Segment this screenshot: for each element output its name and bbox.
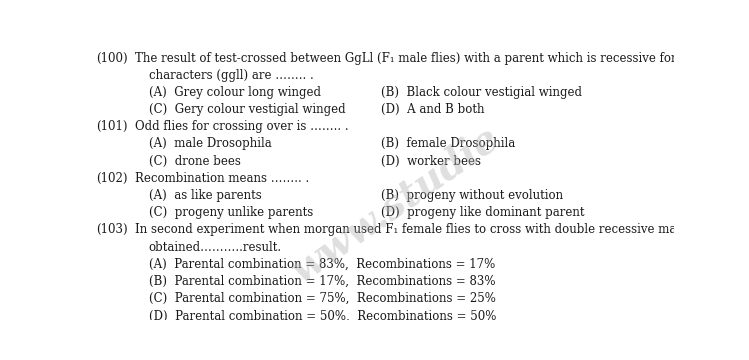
- Text: www.studie: www.studie: [285, 118, 506, 290]
- Text: (B)  female Drosophila: (B) female Drosophila: [381, 138, 515, 150]
- Text: (A)  Parental combination = 83%,  Recombinations = 17%: (A) Parental combination = 83%, Recombin…: [149, 258, 495, 271]
- Text: (B)  progeny without evolution: (B) progeny without evolution: [381, 189, 563, 202]
- Text: (102): (102): [97, 172, 128, 185]
- Text: characters (ggll) are …….. .: characters (ggll) are …….. .: [149, 69, 314, 82]
- Text: (C)  progeny unlike parents: (C) progeny unlike parents: [149, 206, 313, 219]
- Text: In second experiment when morgan used F₁ female flies to cross with double reces: In second experiment when morgan used F₁…: [136, 224, 738, 237]
- Text: (D)  A and B both: (D) A and B both: [381, 103, 485, 116]
- Text: (A)  male Drosophila: (A) male Drosophila: [149, 138, 272, 150]
- Text: (D)  worker bees: (D) worker bees: [381, 155, 481, 168]
- Text: Odd flies for crossing over is …….. .: Odd flies for crossing over is …….. .: [136, 120, 349, 133]
- Text: The result of test-crossed between GgLl (F₁ male flies) with a parent which is r: The result of test-crossed between GgLl …: [136, 51, 730, 64]
- Text: (D)  progeny like dominant parent: (D) progeny like dominant parent: [381, 206, 584, 219]
- Text: (B)  Black colour vestigial winged: (B) Black colour vestigial winged: [381, 86, 582, 99]
- Text: (B)  Parental combination = 17%,  Recombinations = 83%: (B) Parental combination = 17%, Recombin…: [149, 275, 495, 288]
- Text: (A)  Grey colour long winged: (A) Grey colour long winged: [149, 86, 321, 99]
- Text: (D)  Parental combination = 50%,  Recombinations = 50%: (D) Parental combination = 50%, Recombin…: [149, 309, 496, 322]
- Text: (101): (101): [97, 120, 128, 133]
- Text: (103): (103): [97, 224, 128, 237]
- Text: (100): (100): [97, 51, 128, 64]
- Text: obtained………..result.: obtained………..result.: [149, 240, 282, 253]
- Text: Recombination means …….. .: Recombination means …….. .: [136, 172, 309, 185]
- Text: (A)  as like parents: (A) as like parents: [149, 189, 261, 202]
- Text: (C)  drone bees: (C) drone bees: [149, 155, 240, 168]
- Text: (C)  Gery colour vestigial winged: (C) Gery colour vestigial winged: [149, 103, 345, 116]
- Text: (C)  Parental combination = 75%,  Recombinations = 25%: (C) Parental combination = 75%, Recombin…: [149, 292, 496, 305]
